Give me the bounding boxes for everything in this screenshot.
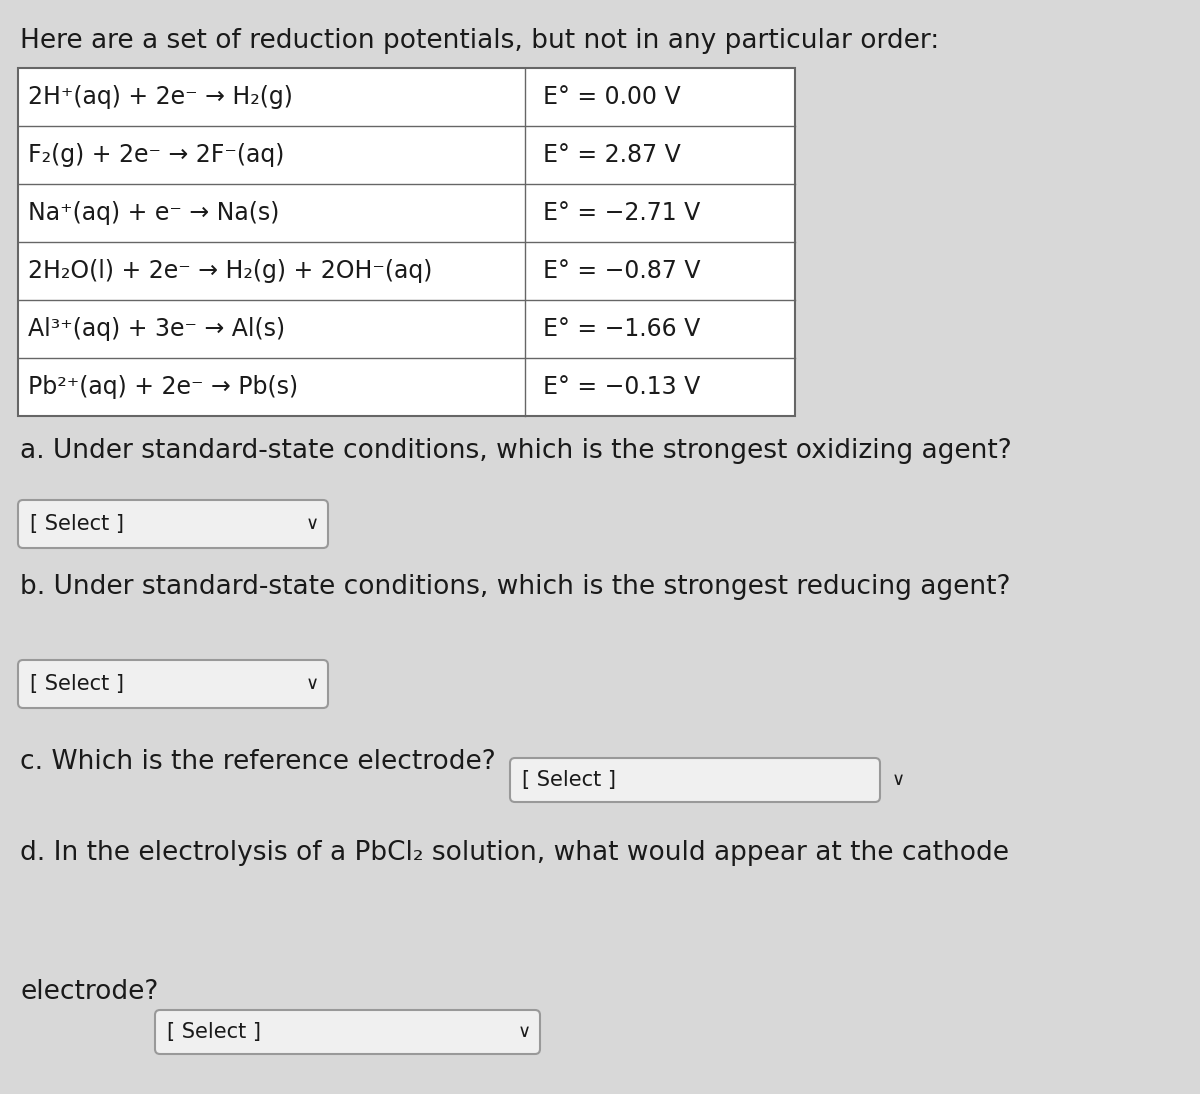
Text: Al³⁺(aq) + 3e⁻ → Al(s): Al³⁺(aq) + 3e⁻ → Al(s) [28, 317, 286, 341]
Text: ∨: ∨ [306, 515, 318, 533]
Text: b. Under standard-state conditions, which is the strongest reducing agent?: b. Under standard-state conditions, whic… [20, 574, 1010, 600]
Text: electrode?: electrode? [20, 979, 158, 1005]
FancyBboxPatch shape [18, 500, 328, 548]
Text: E° = −0.13 V: E° = −0.13 V [542, 375, 701, 399]
FancyBboxPatch shape [510, 758, 880, 802]
Text: [ Select ]: [ Select ] [30, 674, 124, 694]
Text: ∨: ∨ [306, 675, 318, 693]
Text: E° = −0.87 V: E° = −0.87 V [542, 259, 701, 283]
FancyBboxPatch shape [155, 1010, 540, 1054]
Text: Pb²⁺(aq) + 2e⁻ → Pb(s): Pb²⁺(aq) + 2e⁻ → Pb(s) [28, 375, 298, 399]
Text: Here are a set of reduction potentials, but not in any particular order:: Here are a set of reduction potentials, … [20, 28, 940, 54]
Text: E° = −2.71 V: E° = −2.71 V [542, 201, 701, 225]
Text: [ Select ]: [ Select ] [30, 514, 124, 534]
Text: 2H₂O(l) + 2e⁻ → H₂(g) + 2OH⁻(aq): 2H₂O(l) + 2e⁻ → H₂(g) + 2OH⁻(aq) [28, 259, 432, 283]
Text: E° = −1.66 V: E° = −1.66 V [542, 317, 701, 341]
Bar [18, 68, 796, 416]
Text: ∨: ∨ [892, 771, 905, 789]
Text: c. Which is the reference electrode?: c. Which is the reference electrode? [20, 749, 496, 775]
Text: F₂(g) + 2e⁻ → 2F⁻(aq): F₂(g) + 2e⁻ → 2F⁻(aq) [28, 143, 284, 167]
Text: d. In the electrolysis of a PbCl₂ solution, what would appear at the cathode: d. In the electrolysis of a PbCl₂ soluti… [20, 840, 1009, 866]
FancyBboxPatch shape [18, 660, 328, 708]
Text: a. Under standard-state conditions, which is the strongest oxidizing agent?: a. Under standard-state conditions, whic… [20, 438, 1012, 464]
Text: [ Select ]: [ Select ] [167, 1022, 262, 1041]
Text: E° = 0.00 V: E° = 0.00 V [542, 85, 680, 109]
Text: E° = 2.87 V: E° = 2.87 V [542, 143, 680, 167]
Text: [ Select ]: [ Select ] [522, 770, 616, 790]
Text: ∨: ∨ [517, 1023, 530, 1041]
Text: 2H⁺(aq) + 2e⁻ → H₂(g): 2H⁺(aq) + 2e⁻ → H₂(g) [28, 85, 293, 109]
Text: Na⁺(aq) + e⁻ → Na(s): Na⁺(aq) + e⁻ → Na(s) [28, 201, 280, 225]
